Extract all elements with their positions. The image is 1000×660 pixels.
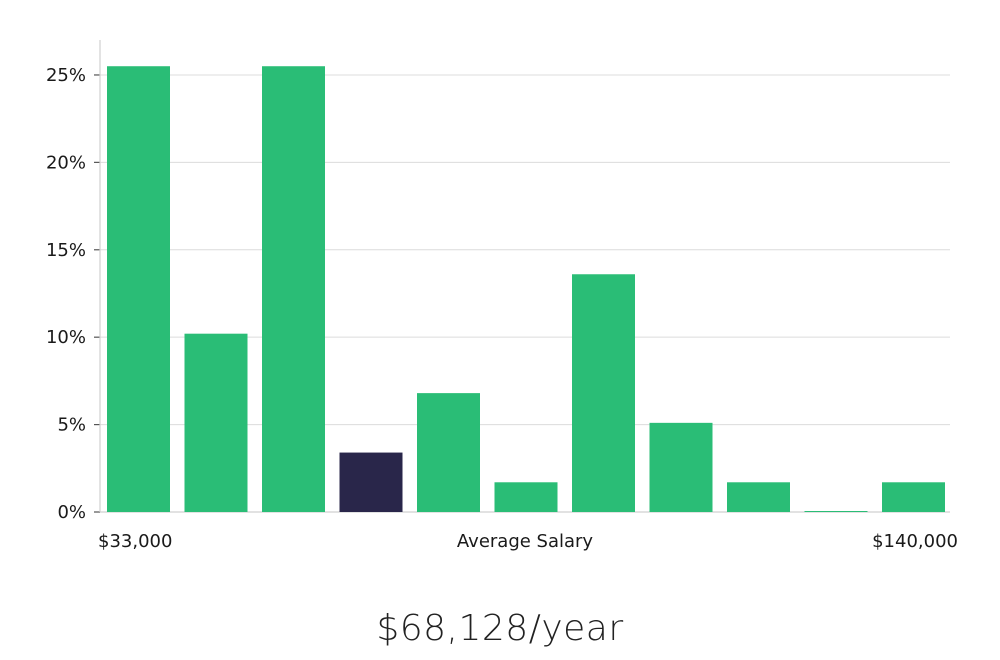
bar: [727, 482, 790, 512]
bars: [107, 66, 945, 512]
bar: [262, 66, 325, 512]
y-tick-label: 20%: [46, 152, 86, 173]
bar-highlighted: [339, 452, 403, 512]
y-tick-label: 0%: [57, 502, 86, 523]
bar: [649, 422, 713, 512]
bar: [417, 393, 480, 512]
bar: [804, 511, 868, 512]
x-axis-label: Average Salary: [457, 531, 594, 552]
y-tick-label: 25%: [46, 65, 86, 86]
bar: [572, 274, 635, 512]
y-tick-label: 15%: [46, 240, 86, 261]
x-min-label: $33,000: [98, 531, 172, 552]
salary-histogram: 0%5%10%15%20%25% $33,000 Average Salary …: [46, 40, 958, 552]
y-tick-label: 10%: [46, 327, 86, 348]
y-axis-ticks: 0% 5% 10% 15% 20% 25%: [46, 65, 100, 523]
average-salary-value: $68,128/year: [376, 608, 624, 649]
bar: [494, 482, 558, 512]
bar: [184, 333, 248, 512]
bar: [882, 482, 945, 512]
y-tick-label: 5%: [57, 415, 86, 436]
x-max-label: $140,000: [872, 531, 958, 552]
bar: [107, 66, 170, 512]
